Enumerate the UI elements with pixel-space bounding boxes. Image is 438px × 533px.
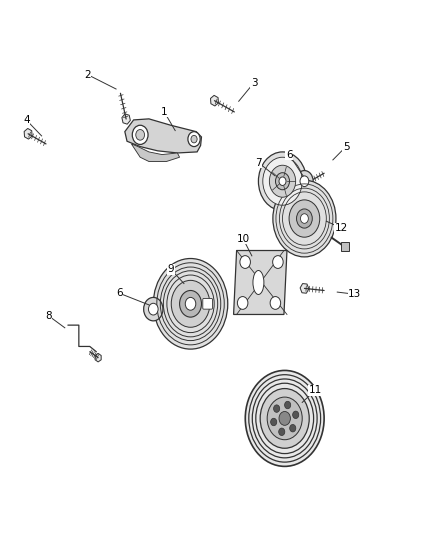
Circle shape — [180, 290, 201, 317]
Circle shape — [279, 411, 290, 425]
Circle shape — [263, 157, 302, 205]
Circle shape — [171, 280, 210, 327]
Circle shape — [188, 132, 200, 147]
Circle shape — [258, 152, 307, 211]
Text: 2: 2 — [84, 70, 91, 79]
Circle shape — [267, 397, 302, 440]
Text: 4: 4 — [23, 115, 30, 125]
Circle shape — [185, 297, 196, 310]
Text: 12: 12 — [335, 223, 348, 233]
Polygon shape — [233, 251, 287, 314]
Polygon shape — [211, 95, 219, 106]
Text: 1: 1 — [161, 107, 168, 117]
Polygon shape — [122, 114, 131, 124]
Circle shape — [300, 214, 308, 223]
Circle shape — [271, 418, 277, 426]
Polygon shape — [341, 242, 349, 252]
Polygon shape — [300, 284, 309, 293]
Text: 8: 8 — [45, 311, 52, 320]
Circle shape — [285, 401, 291, 409]
Circle shape — [296, 171, 313, 192]
Circle shape — [273, 180, 336, 257]
Text: 13: 13 — [348, 289, 361, 299]
Circle shape — [274, 405, 280, 413]
Circle shape — [260, 389, 309, 448]
Polygon shape — [24, 128, 32, 139]
Polygon shape — [125, 119, 201, 153]
Circle shape — [132, 125, 148, 144]
Text: 6: 6 — [286, 150, 293, 159]
Circle shape — [297, 209, 312, 228]
Circle shape — [237, 296, 248, 309]
Circle shape — [270, 296, 281, 309]
Polygon shape — [95, 353, 101, 362]
Circle shape — [136, 130, 145, 140]
Text: 7: 7 — [255, 158, 262, 167]
Text: 6: 6 — [116, 288, 123, 298]
Circle shape — [289, 200, 320, 237]
Circle shape — [279, 428, 285, 435]
Text: 9: 9 — [167, 264, 174, 274]
Circle shape — [245, 370, 324, 466]
Circle shape — [240, 256, 251, 269]
Text: 5: 5 — [343, 142, 350, 151]
Text: 10: 10 — [237, 234, 250, 244]
FancyBboxPatch shape — [203, 298, 212, 309]
Polygon shape — [304, 177, 312, 188]
Circle shape — [276, 173, 290, 190]
Text: 3: 3 — [251, 78, 258, 87]
Polygon shape — [131, 144, 180, 161]
Circle shape — [269, 165, 296, 197]
Circle shape — [191, 135, 197, 143]
Circle shape — [272, 256, 283, 269]
Circle shape — [148, 303, 158, 315]
Circle shape — [144, 297, 163, 321]
Circle shape — [293, 411, 299, 418]
Circle shape — [300, 176, 309, 187]
Ellipse shape — [253, 271, 264, 295]
Circle shape — [153, 259, 228, 349]
Circle shape — [290, 424, 296, 432]
Text: 11: 11 — [309, 385, 322, 395]
Circle shape — [279, 177, 286, 185]
